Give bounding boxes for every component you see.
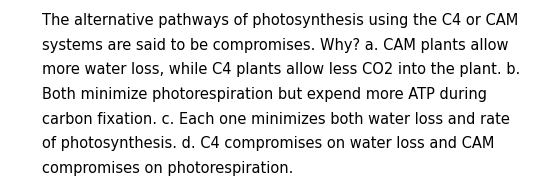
Text: of photosynthesis. d. C4 compromises on water loss and CAM: of photosynthesis. d. C4 compromises on … bbox=[42, 136, 494, 151]
Text: The alternative pathways of photosynthesis using the C4 or CAM: The alternative pathways of photosynthes… bbox=[42, 13, 518, 28]
Text: Both minimize photorespiration but expend more ATP during: Both minimize photorespiration but expen… bbox=[42, 87, 487, 102]
Text: more water loss, while C4 plants allow less CO2 into the plant. b.: more water loss, while C4 plants allow l… bbox=[42, 62, 520, 77]
Text: compromises on photorespiration.: compromises on photorespiration. bbox=[42, 161, 293, 176]
Text: carbon fixation. c. Each one minimizes both water loss and rate: carbon fixation. c. Each one minimizes b… bbox=[42, 112, 509, 127]
Text: systems are said to be compromises. Why? a. CAM plants allow: systems are said to be compromises. Why?… bbox=[42, 38, 508, 53]
